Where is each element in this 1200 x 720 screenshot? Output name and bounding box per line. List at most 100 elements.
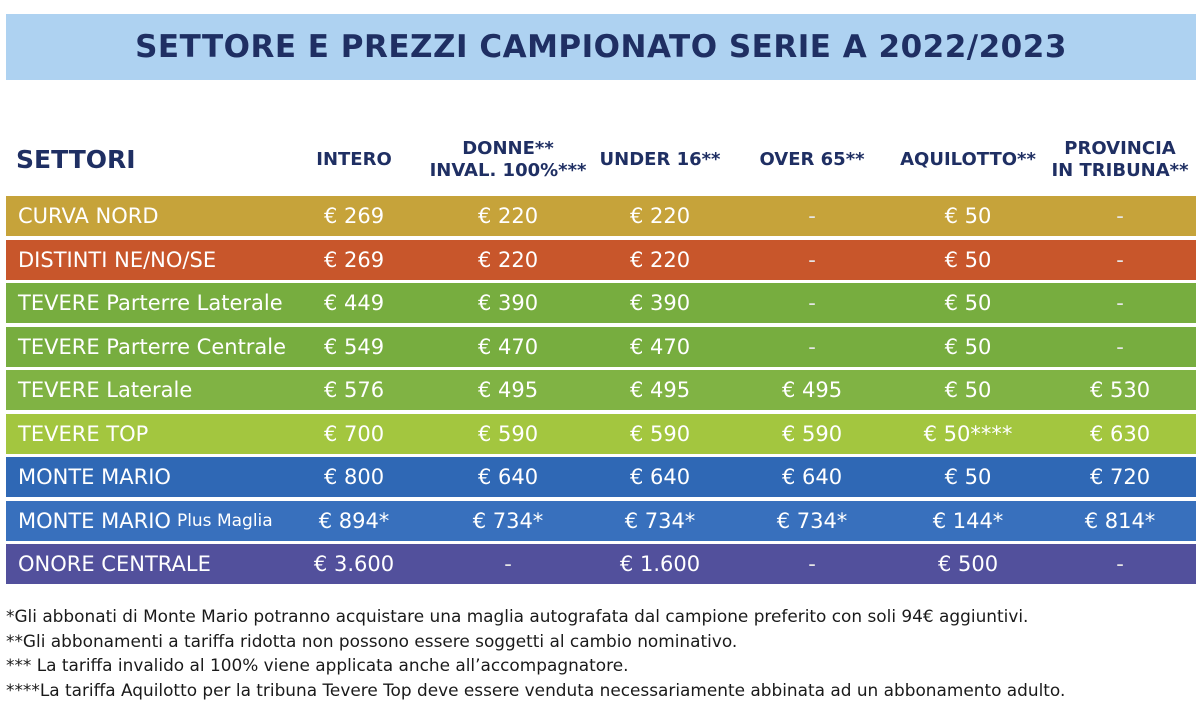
price-cell: € 390	[629, 291, 691, 315]
price-cell: € 50	[944, 334, 992, 359]
header-settori: SETTORI	[16, 145, 136, 174]
footnote: ****La tariffa Aquilotto per la tribuna …	[6, 679, 1066, 700]
price-cell: € 495	[629, 378, 691, 402]
sector-name: MONTE MARIO	[18, 457, 171, 497]
price-cell: € 220	[629, 247, 691, 272]
footnote: *** La tariffa invalido al 100% viene ap…	[6, 655, 629, 675]
price-cell: € 220	[629, 204, 691, 228]
price-cell: € 390	[477, 291, 539, 315]
header-label: UNDER 16**	[599, 149, 721, 170]
sector-name-label: ONORE CENTRALE	[18, 552, 211, 576]
price-cell: € 814*	[1084, 508, 1156, 533]
price-cell: € 590	[629, 421, 691, 446]
price-cell: € 700	[323, 421, 385, 446]
table-row: DISTINTI NE/NO/SE € 269 € 220 € 220 - € 50 -	[6, 239, 1196, 280]
price-cell: € 50****	[923, 421, 1013, 446]
footnotes: *Gli abbonati di Monte Mario potranno ac…	[6, 604, 1200, 702]
footnote: **Gli abbonamenti a tariffa ridotta non …	[6, 630, 738, 651]
sector-name: MONTE MARIO Plus Maglia	[18, 501, 273, 541]
price-cell: € 500	[937, 552, 999, 576]
price-cell: € 894*	[318, 508, 390, 533]
price-cell: € 640	[781, 465, 843, 489]
table-row: MONTE MARIO Plus Maglia € 894* € 734* € 734*…	[6, 500, 1196, 541]
price-cell: € 495	[477, 378, 539, 402]
table-row: TEVERE Parterre Laterale € 449 € 390 € 390 -…	[6, 283, 1196, 323]
price-cell: -	[1116, 204, 1124, 228]
price-cell: € 470	[629, 334, 691, 359]
price-cell: -	[808, 334, 816, 359]
price-cell: € 734*	[472, 508, 544, 533]
price-cell: € 3.600	[313, 552, 395, 576]
sector-name-label: TEVERE Parterre Laterale	[18, 291, 283, 315]
price-cell: € 50	[944, 378, 992, 402]
table-row: ONORE CENTRALE € 3.600 - € 1.600 - € 500 -	[6, 544, 1196, 584]
price-cell: € 590	[477, 421, 539, 446]
price-cell: € 549	[323, 334, 385, 359]
table-header: SETTORI INTERO DONNE** INVAL. 100%*** UNDER…	[0, 128, 1200, 192]
header-label: INVAL. 100%***	[429, 160, 587, 181]
table-row: TEVERE Parterre Centrale € 549 € 470 € 470 -…	[6, 326, 1196, 367]
header-label: INTERO	[316, 149, 392, 170]
header-column: UNDER 16**	[585, 128, 735, 192]
sector-name-label: TEVERE Laterale	[18, 378, 193, 402]
sector-name: ONORE CENTRALE	[18, 544, 211, 584]
price-cell: -	[808, 552, 816, 576]
header-label: AQUILOTTO**	[900, 149, 1036, 170]
price-cell: € 50	[944, 465, 992, 489]
header-column: DONNE** INVAL. 100%***	[423, 128, 593, 192]
price-cell: € 470	[477, 334, 539, 359]
sector-name-label: MONTE MARIO	[18, 465, 171, 489]
price-cell: € 640	[629, 465, 691, 489]
price-cell: € 720	[1089, 465, 1151, 489]
price-cell: € 495	[781, 378, 843, 402]
header-label: DONNE**	[462, 138, 554, 159]
price-cell: € 590	[781, 421, 843, 446]
price-cell: -	[1116, 334, 1124, 359]
sector-name-label: TEVERE Parterre Centrale	[18, 334, 287, 359]
price-cell: -	[808, 291, 816, 315]
price-cell: € 800	[323, 465, 385, 489]
price-cell: € 576	[323, 378, 385, 402]
sector-name: DISTINTI NE/NO/SE	[18, 240, 216, 280]
price-cell: € 1.600	[619, 552, 701, 576]
price-cell: € 269	[323, 247, 385, 272]
price-cell: € 144*	[932, 508, 1004, 533]
price-cell: € 220	[477, 204, 539, 228]
price-cell: -	[1116, 291, 1124, 315]
price-cell: € 50	[944, 291, 992, 315]
header-label: OVER 65**	[759, 149, 865, 170]
header-column: PROVINCIA IN TRIBUNA**	[1037, 128, 1200, 192]
page-title: SETTORE E PREZZI CAMPIONATO SERIE A 2022…	[135, 29, 1067, 65]
sector-name: TEVERE TOP	[18, 414, 148, 454]
table-row: MONTE MARIO € 800 € 640 € 640 € 640 € 50 € 720	[6, 457, 1196, 497]
price-cell: € 50	[944, 247, 992, 272]
price-cell: -	[504, 552, 512, 576]
price-table: CURVA NORD € 269 € 220 € 220- € 50- DISTINTI …	[6, 196, 1196, 588]
sector-name-label: TEVERE TOP	[18, 421, 149, 446]
title-banner: SETTORE E PREZZI CAMPIONATO SERIE A 2022…	[6, 14, 1196, 80]
header-label: IN TRIBUNA**	[1051, 160, 1189, 181]
price-cell: € 530	[1089, 378, 1151, 402]
price-cell: € 640	[477, 465, 539, 489]
price-cell: € 449	[323, 291, 385, 315]
header-column: INTERO	[279, 128, 429, 192]
sector-name-suffix: Plus Maglia	[176, 510, 273, 531]
sector-name: TEVERE Parterre Laterale	[18, 283, 283, 323]
price-cell: -	[808, 204, 816, 228]
price-cell: € 734*	[624, 508, 696, 533]
header-column: AQUILOTTO**	[893, 128, 1043, 192]
price-cell: € 630	[1089, 421, 1151, 446]
price-cell: € 734*	[776, 508, 848, 533]
sector-name: TEVERE Laterale	[18, 370, 192, 410]
price-cell: € 220	[477, 247, 539, 272]
sector-name-label: CURVA NORD	[18, 204, 159, 228]
price-cell: -	[808, 247, 816, 272]
sector-name: TEVERE Parterre Centrale	[18, 327, 286, 367]
table-row: CURVA NORD € 269 € 220 € 220 - € 50 -	[6, 196, 1196, 236]
header-column: OVER 65**	[737, 128, 887, 192]
footnote: *Gli abbonati di Monte Mario potranno ac…	[6, 606, 1029, 626]
header-label: PROVINCIA	[1064, 138, 1176, 159]
sector-name-label: MONTE MARIO	[18, 508, 171, 533]
table-row: TEVERE Laterale € 576 € 495 € 495 € 495 € 50 €…	[6, 370, 1196, 410]
price-cell: -	[1116, 247, 1124, 272]
